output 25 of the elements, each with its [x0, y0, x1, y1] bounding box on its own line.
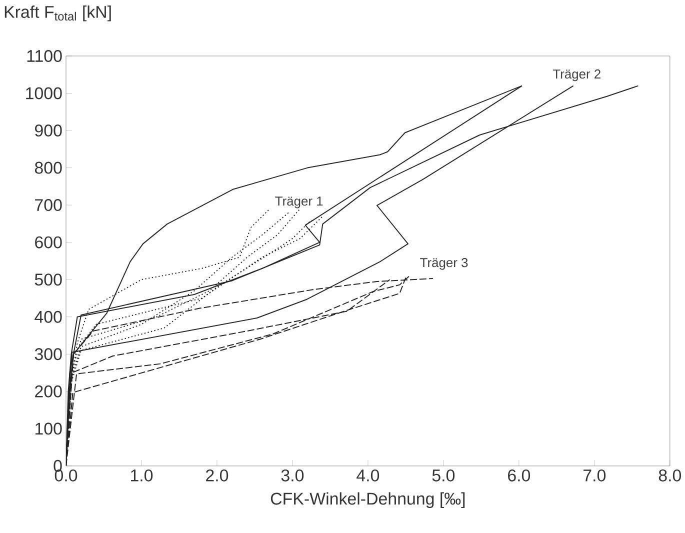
x-tick-label: 0.0 — [54, 469, 78, 482]
x-tick-label: 6.0 — [508, 469, 530, 482]
x-tick-label: 3.0 — [281, 469, 304, 482]
x-tick-label: 4.0 — [356, 469, 380, 482]
y-tick-label: 1000 — [26, 87, 62, 100]
x-tick-label: 1.0 — [131, 469, 153, 482]
x-tick-label: 7.0 — [584, 469, 606, 482]
y-tick-label: 600 — [35, 236, 62, 248]
y-tick-label: 200 — [35, 385, 62, 398]
y-tick-label: 900 — [35, 124, 62, 137]
x-tick-label: 5.0 — [432, 469, 455, 482]
annotation: Träger 2 — [552, 69, 600, 82]
y-tick-label: 500 — [34, 274, 62, 286]
annotation: Träger 1 — [275, 196, 323, 208]
y-tick-label: 300 — [34, 348, 62, 360]
x-tick-label: 8.0 — [658, 469, 682, 482]
annotation: Träger 3 — [420, 258, 468, 270]
y-tick-label: 400 — [34, 310, 62, 323]
x-axis-title: CFK-Winkel-Dehnung [‰] — [270, 492, 465, 508]
y-axis-title: Kraft F$_{total}$ [kN] — [4, 6, 111, 22]
y-tick-label: 700 — [35, 199, 62, 212]
x-tick-label: 2.0 — [206, 469, 228, 482]
y-tick-label: 800 — [34, 162, 62, 174]
y-tick-label: 1100 — [27, 50, 62, 62]
y-tick-label: 100 — [36, 422, 62, 435]
